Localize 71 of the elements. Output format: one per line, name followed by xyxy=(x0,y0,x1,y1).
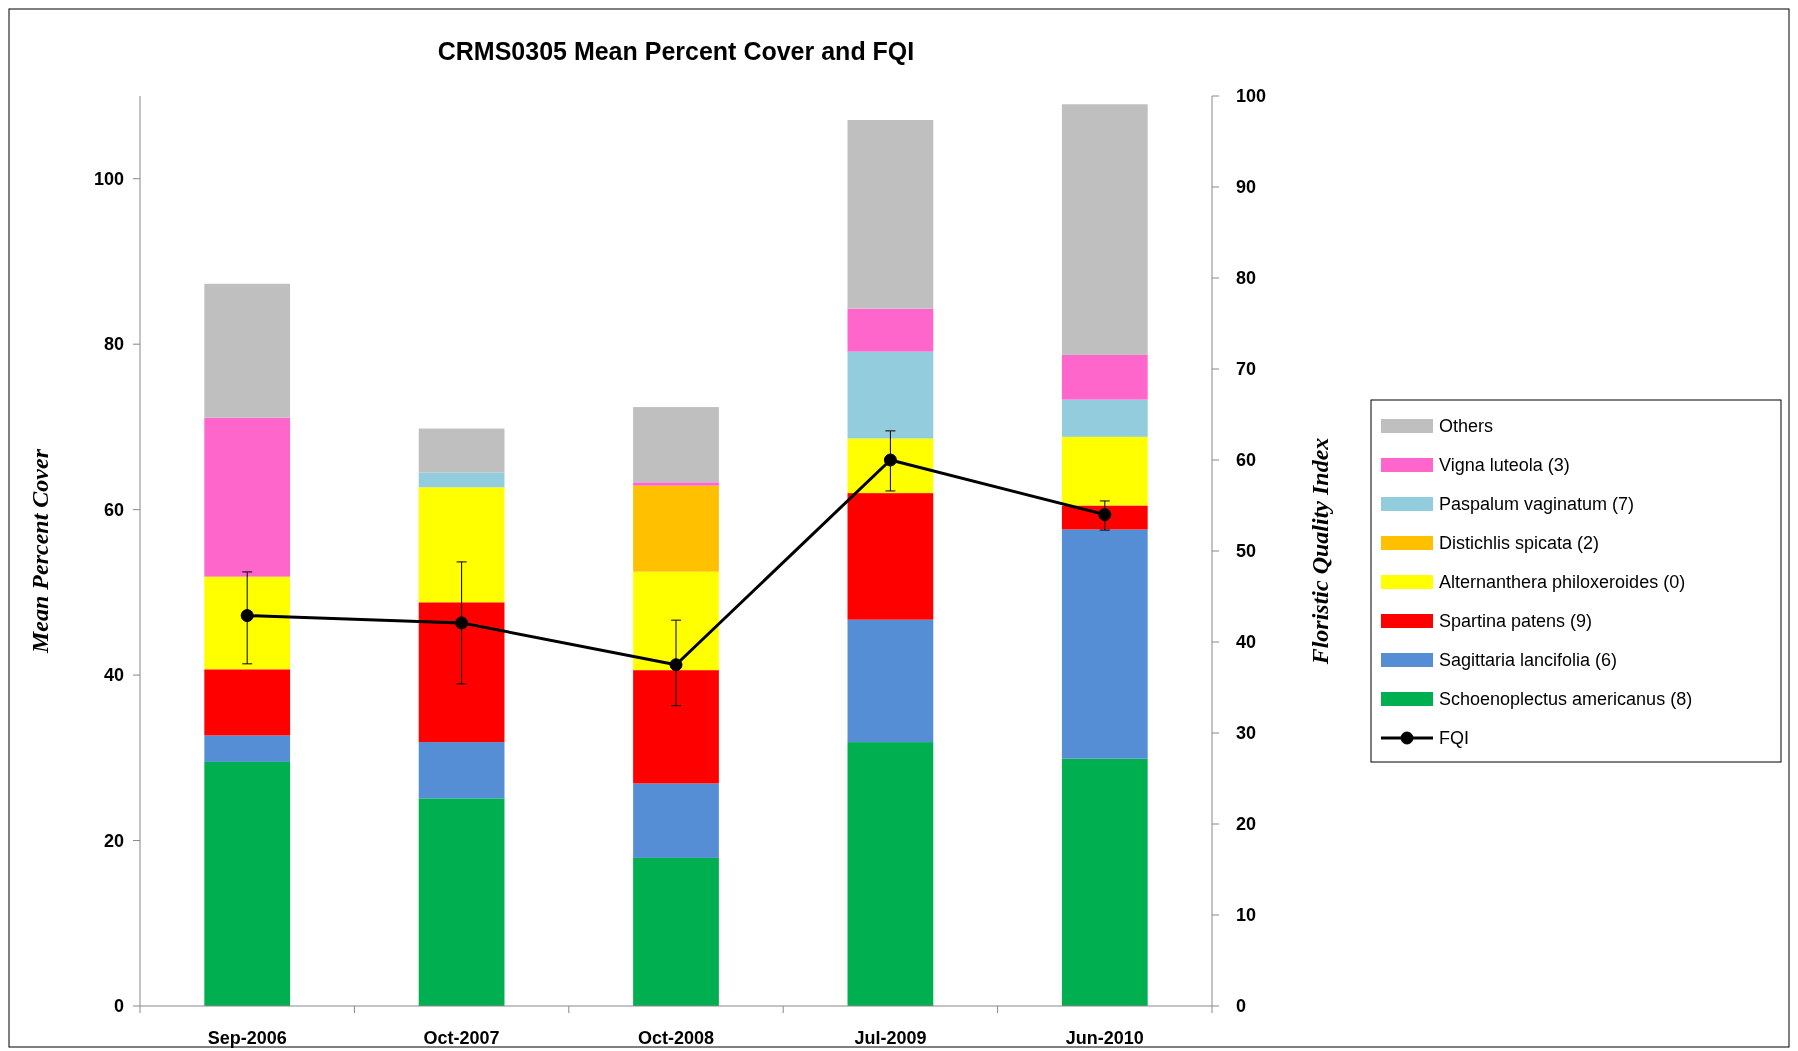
y2-tick-label: 40 xyxy=(1236,632,1257,652)
bar xyxy=(418,742,505,799)
y2-tick-label: 70 xyxy=(1236,359,1257,379)
x-tick-label: Jun-2010 xyxy=(1065,1028,1144,1048)
y-tick-label: 20 xyxy=(103,830,124,851)
bar xyxy=(418,487,505,603)
bar xyxy=(204,417,291,577)
bar xyxy=(633,670,719,784)
bar xyxy=(847,438,934,494)
legend-label: Distichlis spicata (2) xyxy=(1439,533,1600,553)
legend-label: Others xyxy=(1439,416,1494,436)
bar xyxy=(418,602,505,743)
point xyxy=(669,658,683,672)
point xyxy=(883,453,897,467)
y2-tick-label: 100 xyxy=(1236,86,1267,106)
bar xyxy=(847,351,934,439)
legend-label: Schoenoplectus americanus (8) xyxy=(1439,689,1693,709)
bar xyxy=(847,742,934,1006)
bar xyxy=(633,482,719,486)
bar xyxy=(204,669,291,736)
bar xyxy=(633,485,719,572)
x-tick-label: Sep-2006 xyxy=(207,1028,287,1048)
legend-label: Vigna luteola (3) xyxy=(1439,455,1570,475)
legend-label: Alternanthera philoxeroides (0) xyxy=(1439,572,1686,592)
bar xyxy=(633,407,719,483)
y-tick-label: 60 xyxy=(103,499,124,520)
y2-tick-label: 90 xyxy=(1236,177,1257,197)
bar xyxy=(633,857,719,1006)
chart-title: CRMS0305 Mean Percent Cover and FQI xyxy=(437,37,915,65)
bar xyxy=(204,735,291,762)
y2-axis-title: Floristic Quality Index xyxy=(1307,437,1333,666)
legend-label: Paspalum vaginatum (7) xyxy=(1439,494,1635,514)
y-axis-title: Mean Percent Cover xyxy=(27,448,53,654)
y-tick-label: 40 xyxy=(103,665,124,686)
bar xyxy=(204,576,291,670)
bar xyxy=(204,283,291,418)
bar xyxy=(847,493,934,620)
bar xyxy=(1061,104,1148,355)
x-tick-label: Jul-2009 xyxy=(854,1028,927,1048)
bar xyxy=(633,571,719,671)
point xyxy=(455,616,469,630)
y-tick-label: 0 xyxy=(113,996,124,1016)
bar xyxy=(204,761,291,1006)
bar xyxy=(418,472,505,488)
bar xyxy=(418,428,505,473)
y2-tick-label: 80 xyxy=(1236,268,1257,288)
y2-tick-label: 0 xyxy=(1236,996,1247,1016)
legend-label: Sagittaria lancifolia (6) xyxy=(1439,650,1618,670)
bar xyxy=(1061,529,1148,759)
x-tick-label: Oct-2007 xyxy=(423,1028,500,1048)
bar xyxy=(1061,758,1148,1006)
y2-tick-label: 30 xyxy=(1236,723,1257,743)
bar xyxy=(633,783,719,858)
legend-label: FQI xyxy=(1439,728,1469,748)
bar xyxy=(847,619,934,743)
y2-tick-label: 50 xyxy=(1236,541,1257,561)
point xyxy=(1098,508,1112,522)
bar xyxy=(847,308,934,352)
y2-tick-label: 20 xyxy=(1236,814,1257,834)
x-tick-label: Oct-2008 xyxy=(637,1028,715,1048)
y2-tick-label: 10 xyxy=(1236,905,1257,925)
y-tick-label: 80 xyxy=(103,334,124,355)
bar xyxy=(847,119,934,309)
bar xyxy=(418,798,505,1006)
bar xyxy=(1061,436,1148,506)
point xyxy=(240,609,254,623)
y2-tick-label: 60 xyxy=(1236,450,1257,470)
y-tick-label: 100 xyxy=(93,168,124,189)
legend-label: Spartina patens (9) xyxy=(1439,611,1593,631)
bar xyxy=(1061,354,1148,400)
bar xyxy=(1061,399,1148,437)
